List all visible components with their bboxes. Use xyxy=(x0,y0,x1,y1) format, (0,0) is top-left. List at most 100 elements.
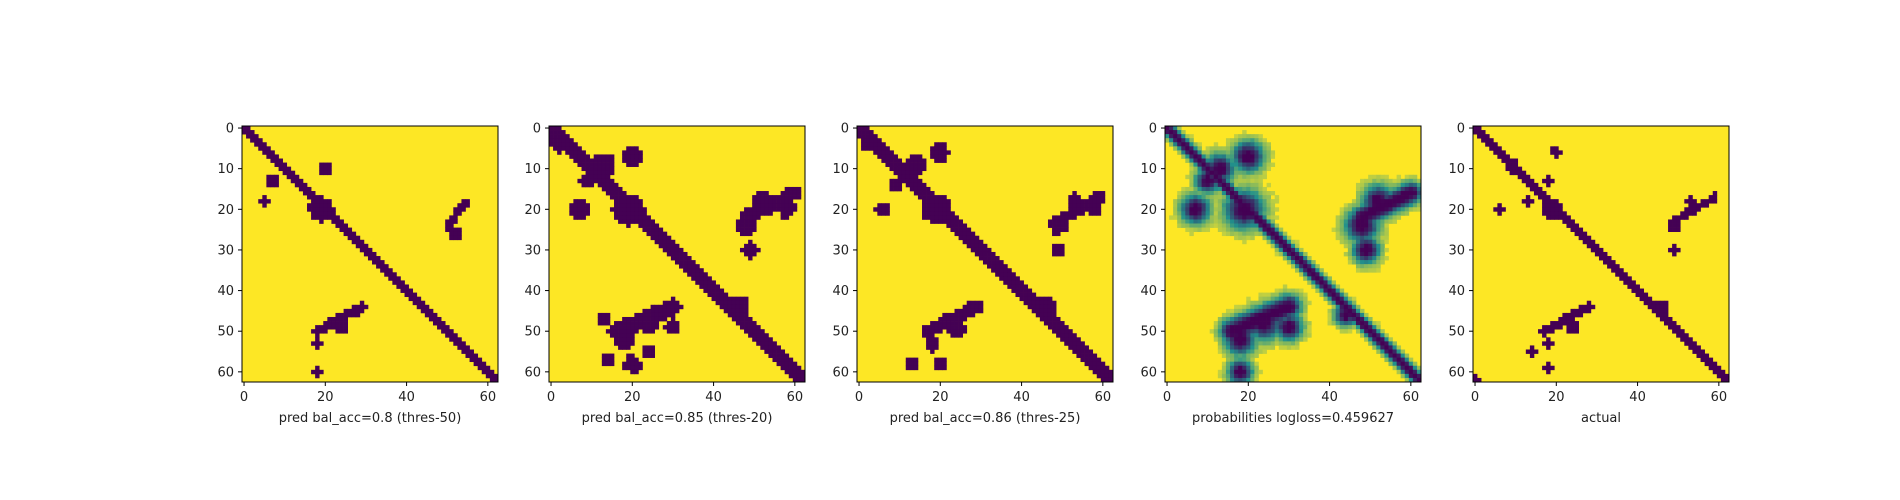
heatmap-cell xyxy=(1169,134,1174,139)
heatmap-cell xyxy=(311,207,316,212)
heatmap-cell xyxy=(1225,162,1231,167)
heatmap-cell xyxy=(1635,292,1640,298)
heatmap-cell xyxy=(1274,227,1280,232)
heatmap-cell xyxy=(351,308,357,314)
heatmap-cell xyxy=(1230,158,1235,163)
heatmap-cell xyxy=(1052,215,1057,220)
heatmap-cell xyxy=(1347,260,1353,265)
heatmap-cell xyxy=(630,215,635,220)
heatmap-cell xyxy=(719,304,725,310)
heatmap-cell xyxy=(1574,321,1579,326)
heatmap-cell xyxy=(626,219,631,224)
heatmap-cell xyxy=(1266,191,1271,196)
heatmap-cell xyxy=(614,211,619,216)
heatmap-cell xyxy=(646,219,651,224)
heatmap-cell xyxy=(597,166,603,172)
heatmap-cell xyxy=(601,312,607,318)
heatmap-cell xyxy=(1052,300,1057,306)
heatmap-cell xyxy=(1574,223,1579,228)
heatmap-cell xyxy=(1238,166,1243,172)
heatmap-cell xyxy=(1197,223,1202,228)
heatmap-cell xyxy=(1372,329,1377,334)
heatmap-cell xyxy=(796,186,802,192)
heatmap-cell xyxy=(1680,215,1685,220)
heatmap-cell xyxy=(1242,207,1247,212)
heatmap-cell xyxy=(1262,345,1267,350)
heatmap-cell xyxy=(1221,215,1227,220)
heatmap-cell xyxy=(1262,142,1267,147)
heatmap-cell xyxy=(286,166,292,172)
heatmap-cell xyxy=(926,333,931,338)
heatmap-cell xyxy=(1262,300,1267,306)
heatmap-cell xyxy=(1396,203,1402,208)
heatmap-cell xyxy=(1064,337,1069,342)
heatmap-cell xyxy=(489,377,495,383)
heatmap-cell xyxy=(1230,138,1235,143)
heatmap-cell xyxy=(1254,146,1259,151)
heatmap-cell xyxy=(1254,373,1259,379)
heatmap-cell xyxy=(1230,341,1235,346)
heatmap-cell xyxy=(1088,207,1094,212)
heatmap-cell xyxy=(638,203,643,208)
heatmap-cell xyxy=(1282,256,1288,261)
heatmap-cell xyxy=(638,361,643,367)
heatmap-cell xyxy=(1303,321,1308,326)
heatmap-cell xyxy=(1412,191,1418,196)
heatmap-cell xyxy=(1056,251,1061,257)
heatmap-cell xyxy=(581,154,586,159)
heatmap-cell xyxy=(1246,207,1251,212)
heatmap-cell xyxy=(1076,199,1081,204)
heatmap-cell xyxy=(1343,321,1349,326)
heatmap-cell xyxy=(630,207,635,212)
heatmap-cell xyxy=(622,337,627,342)
heatmap-cell xyxy=(1672,325,1677,330)
heatmap-cell xyxy=(1250,158,1255,163)
heatmap-cell xyxy=(1238,365,1243,371)
heatmap-cell xyxy=(784,361,790,367)
heatmap-cell xyxy=(601,182,607,188)
heatmap-cell xyxy=(1303,304,1308,310)
heatmap-cell xyxy=(585,174,590,180)
heatmap-cell xyxy=(1234,223,1239,228)
heatmap-cell xyxy=(1258,296,1263,302)
heatmap-cell xyxy=(1213,154,1219,159)
heatmap-cell xyxy=(1262,321,1267,326)
heatmap-cell xyxy=(630,321,635,326)
heatmap-cell xyxy=(250,138,255,143)
heatmap-cell xyxy=(796,365,802,371)
heatmap-cell xyxy=(719,292,725,298)
heatmap-cell xyxy=(752,199,757,204)
heatmap-cell xyxy=(1360,227,1365,232)
heatmap-cell xyxy=(1278,321,1284,326)
heatmap-cell xyxy=(1088,199,1094,204)
heatmap-cell xyxy=(1217,316,1223,322)
heatmap-cell xyxy=(1246,146,1251,151)
heatmap-cell xyxy=(1072,207,1077,212)
heatmap-cell xyxy=(958,325,963,330)
heatmap-cell xyxy=(1282,341,1288,346)
heatmap-cell xyxy=(1388,207,1393,212)
heatmap-cell xyxy=(1392,215,1397,220)
heatmap-cell xyxy=(1295,325,1300,330)
heatmap-cell xyxy=(1169,215,1174,220)
heatmap-cell xyxy=(1546,337,1551,342)
heatmap-cell xyxy=(1266,223,1271,228)
heatmap-cell xyxy=(893,170,898,176)
heatmap-cell xyxy=(905,361,911,367)
heatmap-cell xyxy=(1258,138,1263,143)
heatmap-cell xyxy=(630,316,635,322)
heatmap-cell xyxy=(477,365,483,371)
heatmap-cell xyxy=(1623,280,1628,285)
heatmap-cell xyxy=(327,170,332,176)
heatmap-cell xyxy=(453,333,458,338)
heatmap-cell xyxy=(1384,195,1389,200)
heatmap-cell xyxy=(764,337,769,342)
heatmap-cell xyxy=(355,312,361,318)
heatmap-cell xyxy=(1303,312,1308,318)
heatmap-cell xyxy=(995,272,1000,277)
heatmap-cell xyxy=(958,312,963,318)
heatmap-cell xyxy=(626,207,631,212)
heatmap-cell xyxy=(449,219,454,224)
heatmap-cell xyxy=(1550,146,1555,151)
heatmap-cell xyxy=(1092,207,1098,212)
